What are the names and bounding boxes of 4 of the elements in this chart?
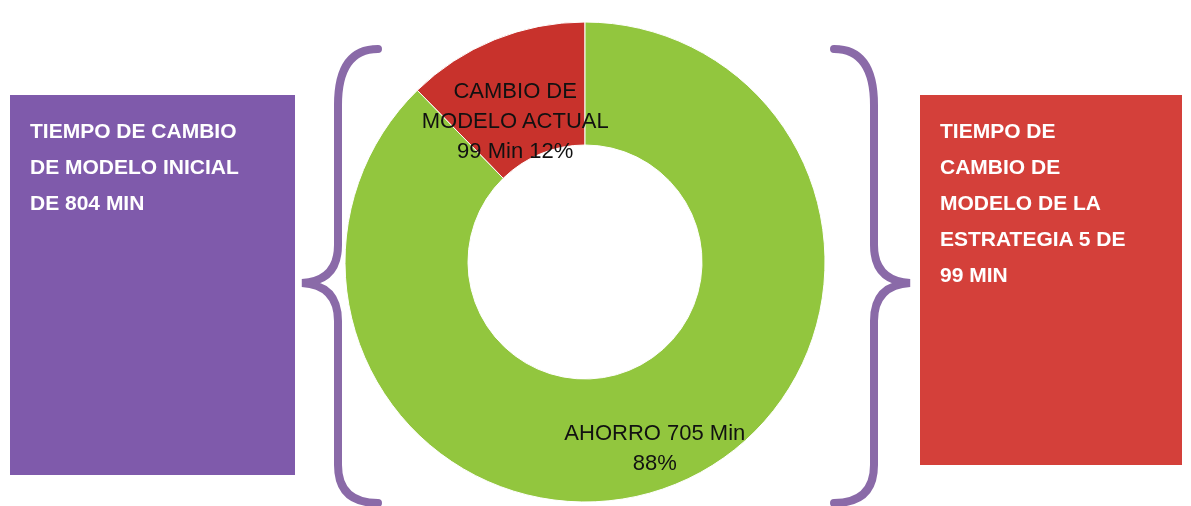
text: TIEMPO DE CAMBIO DE MODELO DE LA ESTRATEGIA 5 DE 99 MIN: [920, 95, 1182, 465]
text: TIEMPO DE CAMBIO DE MODELO INICIAL DE 804 MIN: [10, 95, 295, 475]
slice-label: AHORRO 705 Min 88%: [564, 420, 746, 476]
donut-slice: [345, 22, 825, 502]
